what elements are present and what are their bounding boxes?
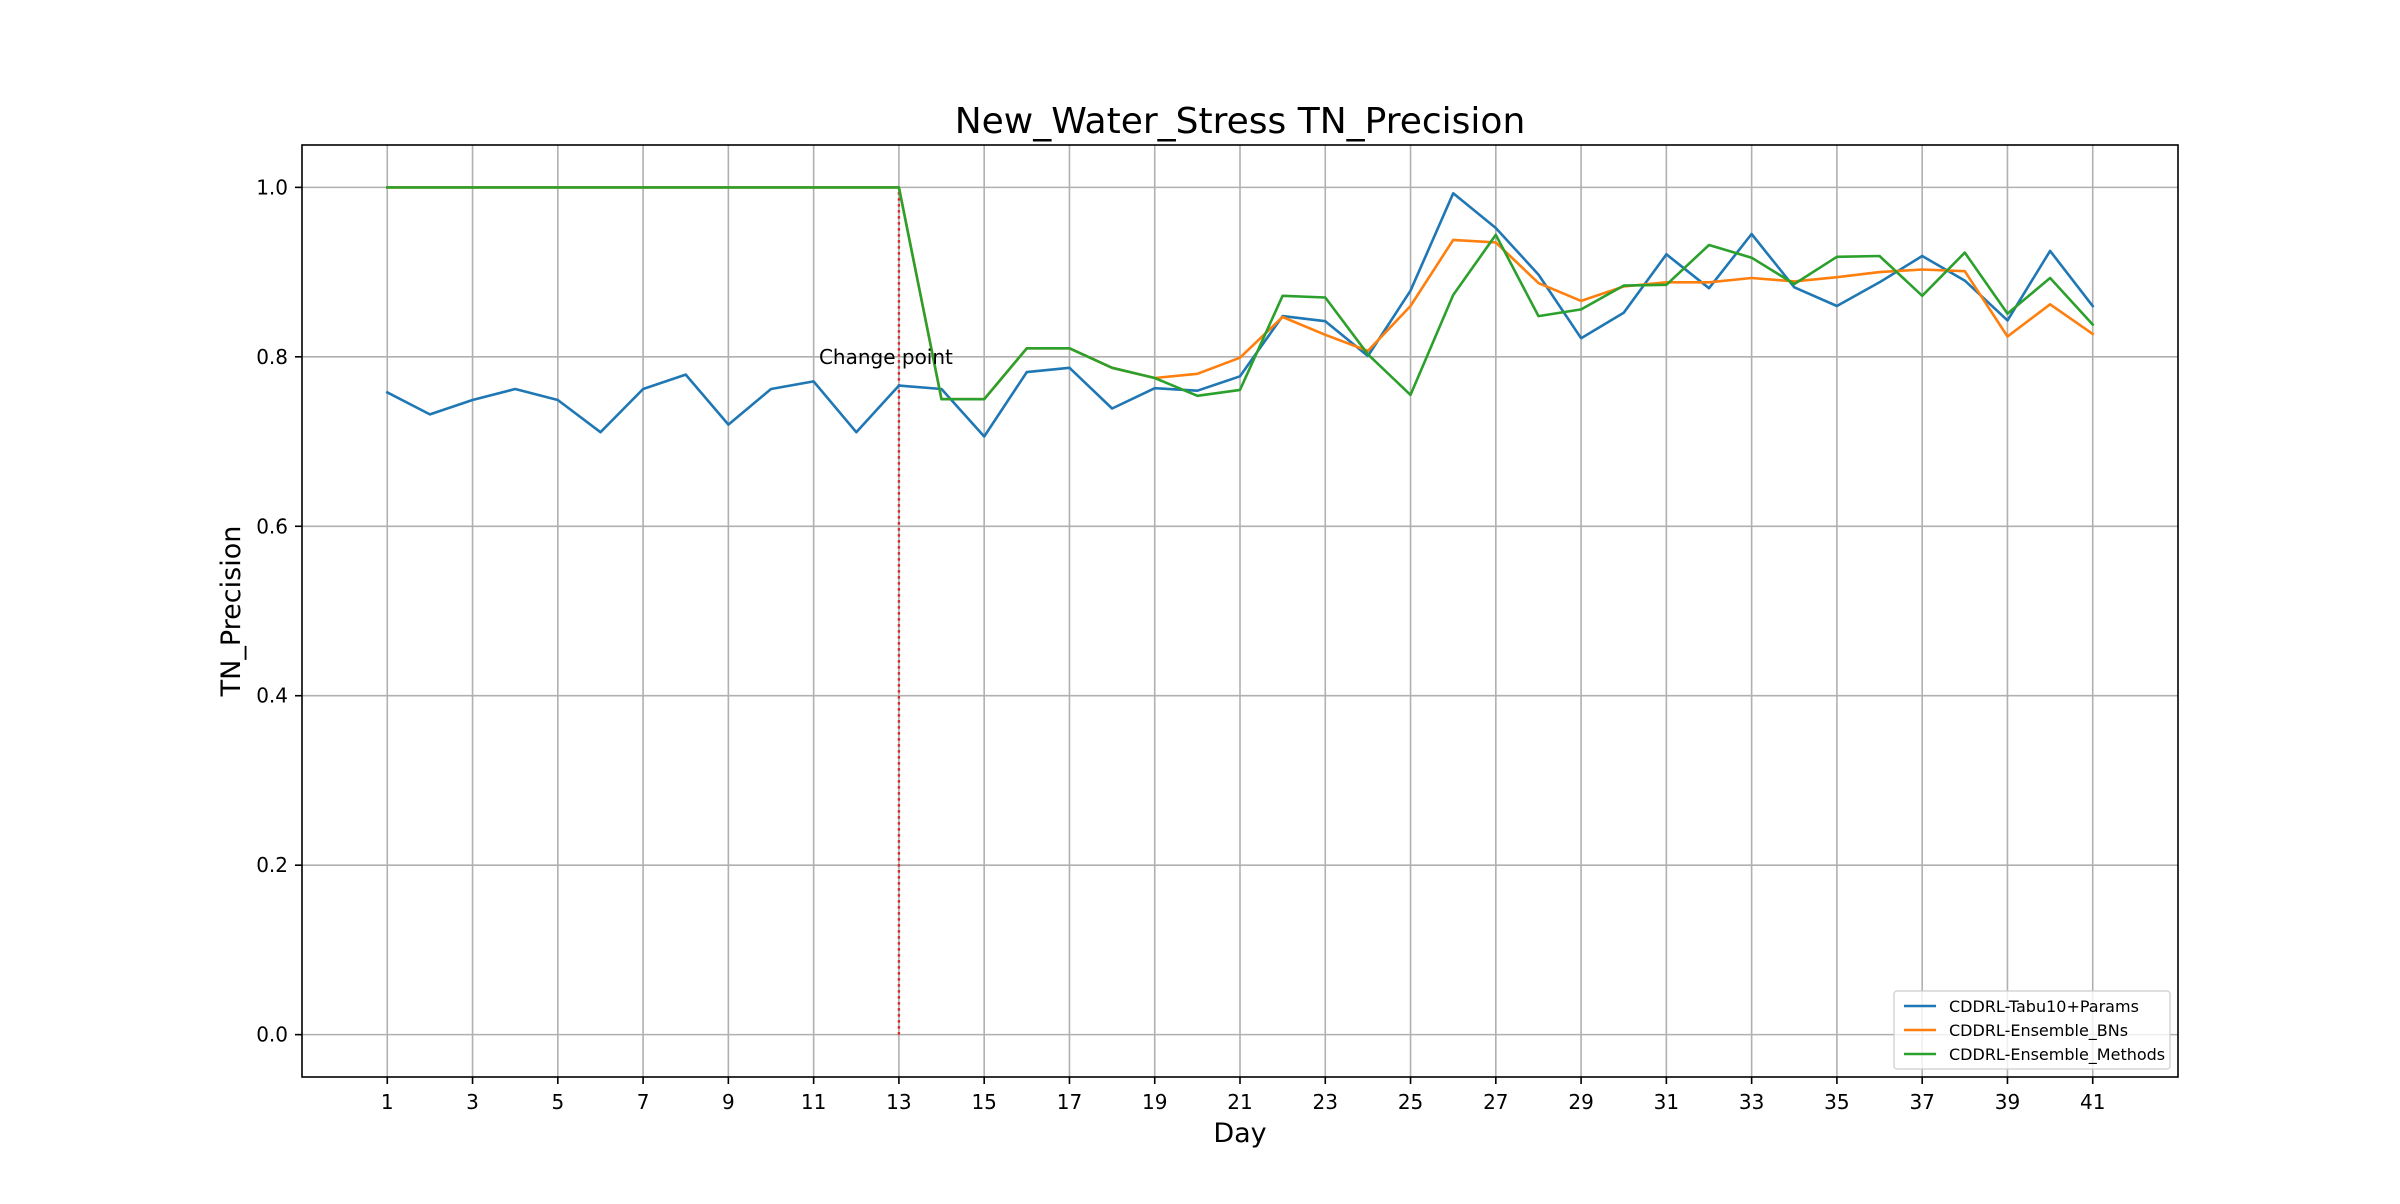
y-axis-label: TN_Precision	[216, 526, 247, 698]
x-tick-label: 41	[2080, 1090, 2105, 1114]
y-tick-label: 0.8	[256, 345, 288, 369]
series-line-3	[385, 186, 2095, 401]
x-tick-label: 3	[466, 1090, 479, 1114]
x-tick-label: 27	[1483, 1090, 1508, 1114]
x-tick-label: 1	[381, 1090, 394, 1114]
x-axis-label: Day	[1213, 1118, 1266, 1149]
x-tick-label: 39	[1995, 1090, 2020, 1114]
legend-label: CDDRL-Tabu10+Params	[1949, 997, 2139, 1016]
legend-label: CDDRL-Ensemble_Methods	[1949, 1045, 2165, 1065]
y-tick-label: 0.0	[256, 1023, 288, 1047]
legend-label: CDDRL-Ensemble_BNs	[1949, 1021, 2128, 1041]
y-tick-label: 0.4	[256, 684, 288, 708]
x-tick-label: 9	[722, 1090, 735, 1114]
x-tick-label: 17	[1057, 1090, 1082, 1114]
x-axis-ticks: 1 3 5 7 9 11 13 15 17 19 21 23 25 27 29 31 33 35 37 39 41	[381, 1077, 2105, 1114]
x-tick-label: 31	[1654, 1090, 1679, 1114]
x-tick-label: 23	[1313, 1090, 1338, 1114]
x-tick-label: 29	[1568, 1090, 1593, 1114]
x-tick-label: 21	[1227, 1090, 1252, 1114]
x-tick-label: 15	[971, 1090, 996, 1114]
x-tick-label: 13	[886, 1090, 911, 1114]
x-tick-label: 11	[801, 1090, 826, 1114]
x-tick-label: 25	[1398, 1090, 1423, 1114]
legend: CDDRL-Tabu10+Params CDDRL-Ensemble_BNs CDD…	[1893, 990, 2171, 1070]
series-line-1	[385, 192, 2095, 438]
x-tick-label: 33	[1739, 1090, 1764, 1114]
x-tick-label: 35	[1824, 1090, 1849, 1114]
x-tick-label: 37	[1909, 1090, 1934, 1114]
x-tick-label: 7	[637, 1090, 650, 1114]
x-tick-label: 19	[1142, 1090, 1167, 1114]
legend-box	[1893, 990, 2171, 1070]
grid-layer	[302, 145, 2178, 1077]
x-tick-label: 5	[551, 1090, 564, 1114]
y-axis-ticks: 0.0 0.2 0.4 0.6 0.8 1.0	[256, 175, 302, 1047]
change-point-label: Change point	[819, 345, 953, 369]
y-tick-label: 1.0	[256, 175, 288, 199]
y-tick-label: 0.6	[256, 514, 288, 538]
series-layer	[385, 186, 2095, 438]
y-tick-label: 0.2	[256, 853, 288, 877]
chart-title: New_Water_Stress TN_Precision	[955, 101, 1526, 142]
